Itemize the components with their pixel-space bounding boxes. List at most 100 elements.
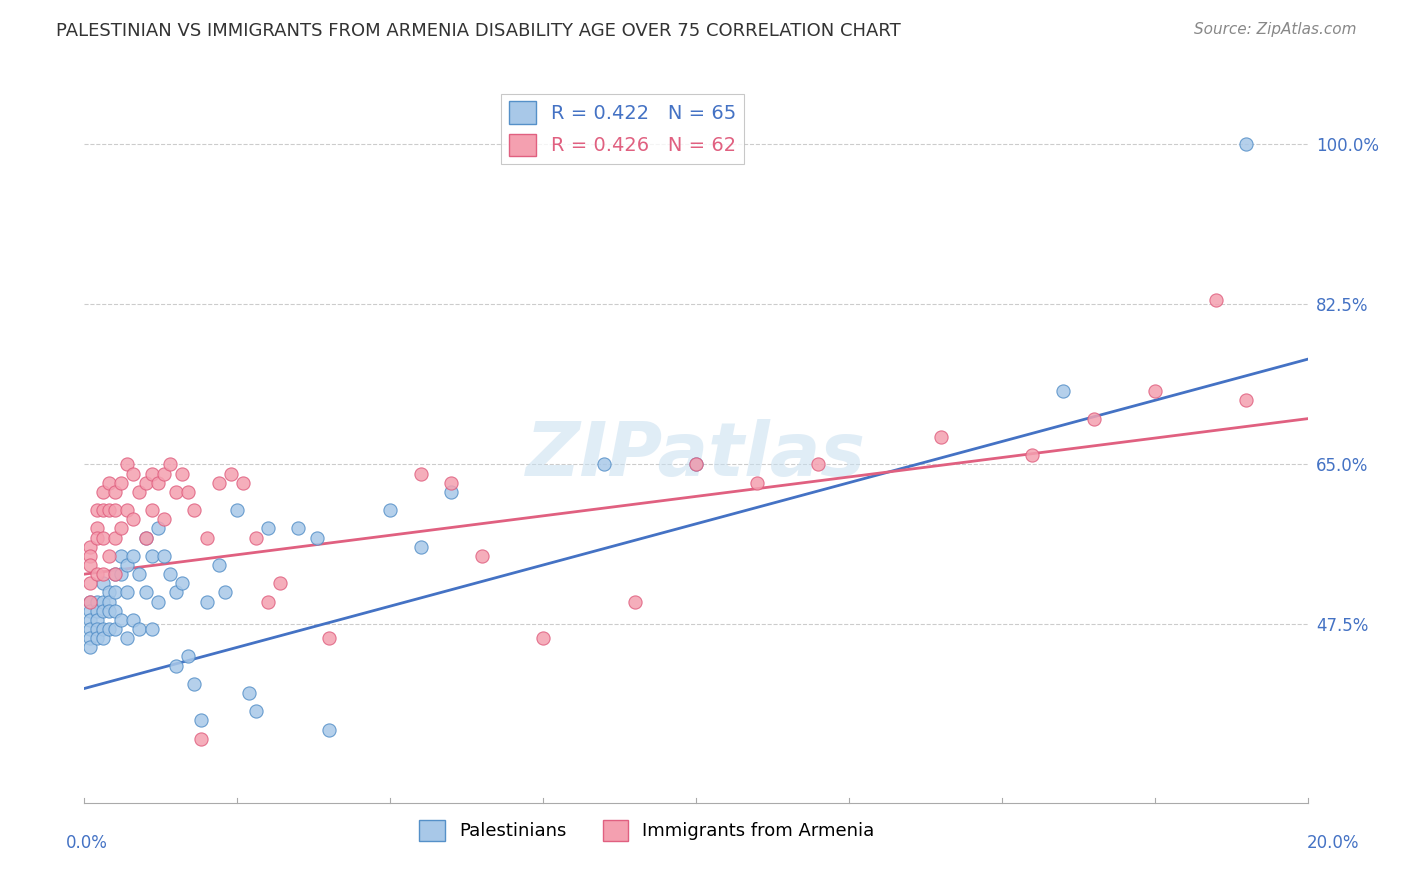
Point [86, 503, 108, 517]
Point [110, 475, 132, 490]
Point [91, 567, 114, 582]
Point [135, 531, 157, 545]
Point [122, 613, 145, 627]
Point [91, 503, 114, 517]
Point [1143, 384, 1166, 399]
Point [97, 549, 120, 563]
Point [91, 631, 114, 645]
Point [128, 567, 150, 582]
Point [159, 567, 181, 582]
Point [79, 594, 101, 608]
Point [245, 531, 267, 545]
Point [165, 585, 187, 599]
Point [1236, 137, 1258, 152]
Point [122, 467, 145, 481]
Point [128, 484, 150, 499]
Point [104, 484, 127, 499]
Point [190, 731, 212, 746]
Point [593, 458, 616, 472]
Point [86, 622, 108, 636]
Point [257, 594, 280, 608]
Point [79, 558, 101, 572]
Point [269, 576, 291, 591]
Point [104, 622, 127, 636]
Point [110, 521, 132, 535]
Point [245, 704, 267, 718]
Point [531, 631, 554, 645]
Point [195, 531, 218, 545]
Point [153, 512, 176, 526]
Point [79, 549, 101, 563]
Point [79, 631, 101, 645]
Point [86, 531, 108, 545]
Point [153, 467, 176, 481]
Point [409, 540, 432, 554]
Point [232, 475, 254, 490]
Point [1236, 393, 1258, 408]
Point [104, 531, 127, 545]
Point [104, 503, 127, 517]
Point [159, 458, 181, 472]
Point [135, 531, 157, 545]
Point [86, 631, 108, 645]
Point [471, 549, 494, 563]
Point [146, 594, 169, 608]
Point [141, 549, 163, 563]
Point [115, 631, 138, 645]
Point [79, 576, 101, 591]
Point [380, 503, 402, 517]
Point [97, 594, 120, 608]
Point [208, 475, 231, 490]
Point [97, 475, 120, 490]
Point [177, 649, 200, 664]
Point [91, 576, 114, 591]
Point [97, 503, 120, 517]
Point [208, 558, 231, 572]
Point [115, 558, 138, 572]
Point [91, 594, 114, 608]
Point [141, 503, 163, 517]
Point [685, 458, 707, 472]
Point [257, 521, 280, 535]
Point [318, 631, 340, 645]
Point [91, 531, 114, 545]
Point [238, 686, 260, 700]
Point [79, 604, 101, 618]
Point [165, 484, 187, 499]
Point [141, 467, 163, 481]
Point [97, 585, 120, 599]
Point [153, 549, 176, 563]
Point [226, 503, 249, 517]
Point [86, 594, 108, 608]
Text: ZIPatlas: ZIPatlas [526, 419, 866, 492]
Point [79, 594, 101, 608]
Point [79, 540, 101, 554]
Point [165, 658, 187, 673]
Point [79, 622, 101, 636]
Point [172, 467, 194, 481]
Point [685, 458, 707, 472]
Point [97, 604, 120, 618]
Text: 0.0%: 0.0% [66, 834, 108, 852]
Point [91, 622, 114, 636]
Point [110, 567, 132, 582]
Point [409, 467, 432, 481]
Point [86, 521, 108, 535]
Point [172, 576, 194, 591]
Point [115, 458, 138, 472]
Point [183, 677, 205, 691]
Point [79, 640, 101, 655]
Point [135, 475, 157, 490]
Point [141, 622, 163, 636]
Text: Source: ZipAtlas.com: Source: ZipAtlas.com [1194, 22, 1357, 37]
Point [1083, 411, 1105, 425]
Point [177, 484, 200, 499]
Point [86, 567, 108, 582]
Text: PALESTINIAN VS IMMIGRANTS FROM ARMENIA DISABILITY AGE OVER 75 CORRELATION CHART: PALESTINIAN VS IMMIGRANTS FROM ARMENIA D… [56, 22, 901, 40]
Point [110, 613, 132, 627]
Point [110, 549, 132, 563]
Point [1205, 293, 1227, 307]
Point [146, 475, 169, 490]
Point [122, 512, 145, 526]
Point [440, 475, 463, 490]
